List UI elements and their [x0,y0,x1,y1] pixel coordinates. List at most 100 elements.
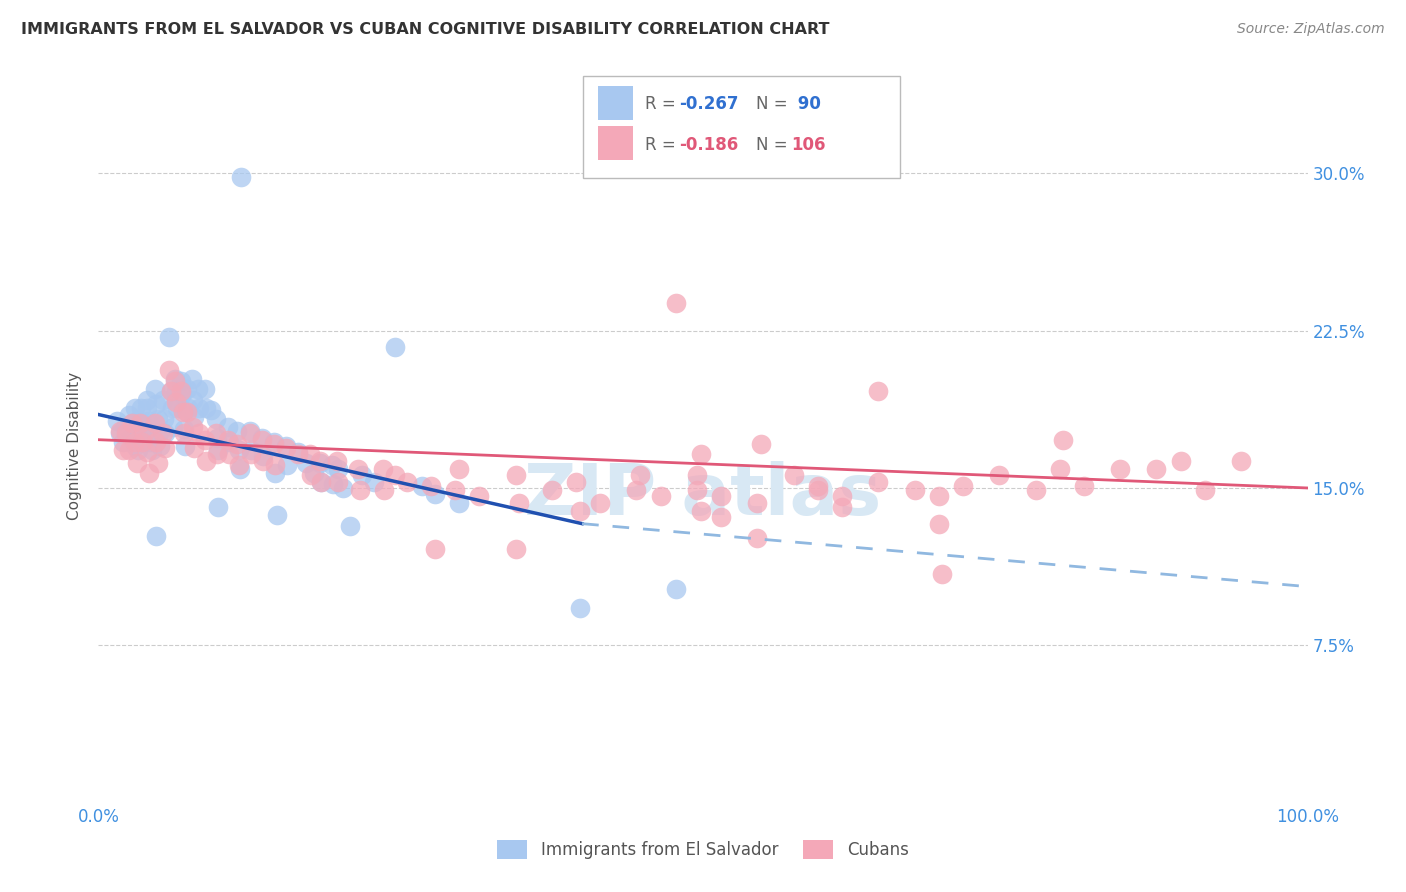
Point [831,489,853,503]
Point [1230,453,1253,467]
Point [148,426,170,441]
Point [204,411,226,425]
Text: -0.267: -0.267 [679,95,738,113]
Point [138,422,160,436]
Point [420,479,443,493]
Point [228,443,250,458]
Point [131,416,153,430]
Point [308,456,330,470]
Point [139,434,162,449]
Point [166,401,188,416]
Point [928,516,950,531]
Point [226,437,249,451]
Point [1170,453,1192,467]
Point [689,504,711,518]
Point [807,479,830,493]
Point [650,489,672,503]
Point [250,433,273,447]
Point [138,467,160,481]
Point [710,510,733,524]
Point [747,532,769,546]
Point [325,453,347,467]
Point [152,392,174,407]
Point [124,401,146,416]
Point [174,439,197,453]
Point [904,483,927,497]
Point [423,487,446,501]
Point [264,458,287,472]
Point [384,340,406,354]
Point [136,414,159,428]
Point [274,441,297,455]
Point [411,479,433,493]
Point [160,384,183,399]
Point [423,541,446,556]
Text: Source: ZipAtlas.com: Source: ZipAtlas.com [1237,22,1385,37]
Point [322,476,344,491]
Point [229,170,252,185]
Point [183,441,205,455]
Point [218,434,240,449]
Point [1049,462,1071,476]
Point [505,468,527,483]
Point [118,422,141,436]
Point [250,431,273,445]
Text: N =: N = [756,95,793,113]
Point [146,456,169,470]
Point [127,428,149,442]
Point [218,447,240,461]
Point [540,483,562,497]
Point [565,475,588,489]
Point [686,468,709,483]
Point [309,475,332,489]
Point [308,453,330,467]
Point [447,462,470,476]
Text: N =: N = [756,136,793,153]
Point [274,439,297,453]
Point [568,600,591,615]
Point [129,401,152,416]
Point [287,447,309,461]
Point [239,425,262,439]
Point [321,458,343,472]
Point [287,445,309,459]
Point [384,468,406,483]
Point [146,411,169,425]
Point [111,443,134,458]
Point [187,401,209,416]
Point [132,434,155,449]
Point [145,434,167,449]
Point [157,363,180,377]
Text: R =: R = [645,95,682,113]
Point [626,483,648,497]
Point [173,422,195,436]
Point [180,372,202,386]
Point [108,425,131,439]
Text: R =: R = [645,136,682,153]
Point [157,330,180,344]
Point [239,447,262,461]
Point [153,441,176,455]
Point [160,401,183,416]
Point [371,462,394,476]
Point [1073,479,1095,493]
Point [124,439,146,453]
Legend: Immigrants from El Salvador, Cubans: Immigrants from El Salvador, Cubans [491,833,915,866]
Point [952,479,974,493]
Point [931,567,953,582]
Point [1146,462,1168,476]
Point [309,475,332,489]
Point [395,475,418,489]
Point [163,374,186,388]
Point [183,409,205,424]
Point [181,392,204,407]
Point [1024,483,1046,497]
Point [228,458,250,472]
Point [169,384,191,399]
Point [131,434,153,449]
Y-axis label: Cognitive Disability: Cognitive Disability [67,372,83,520]
Point [782,468,804,483]
Point [207,500,229,514]
Point [229,462,252,476]
Point [239,426,262,441]
